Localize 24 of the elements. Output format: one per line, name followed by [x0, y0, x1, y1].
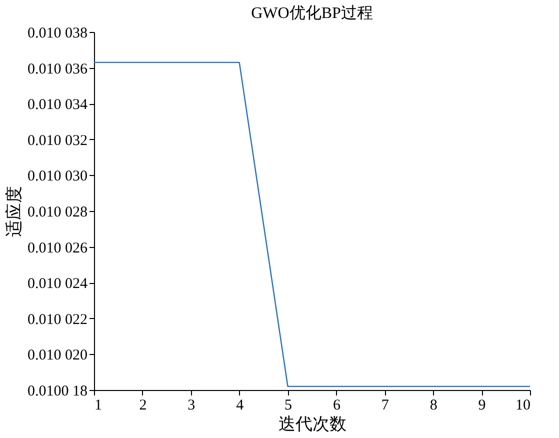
x-tick-label: 1	[94, 398, 102, 414]
x-tick-label: 2	[139, 398, 147, 414]
y-tick-label: 0.010 032	[28, 132, 88, 149]
x-tick-label: 8	[430, 398, 438, 414]
x-tick-label: 7	[381, 398, 390, 414]
x-tick-label: 6	[332, 398, 341, 414]
y-tick-label: 0.010 028	[28, 204, 88, 220]
y-axis-title: 适应度	[4, 186, 24, 237]
x-tick-label: 3	[188, 398, 196, 414]
y-tick-label: 0.010 034	[28, 97, 88, 114]
x-tick-label: 9	[478, 398, 486, 414]
y-tick-label: 0.010 038	[28, 26, 88, 42]
y-tick-label: 0.010 020	[28, 348, 88, 364]
x-tick-label: 5	[284, 398, 292, 414]
chart-title: GWO优化BP过程	[251, 4, 373, 22]
y-tick-label: 0.010 022	[28, 312, 88, 328]
y-tick-label: 0.010 024	[28, 276, 88, 292]
y-tick-label: 0.0100 18	[28, 384, 88, 400]
x-tick-label: 10	[516, 398, 530, 414]
x-axis-title: 迭代次数	[278, 414, 346, 434]
x-tick-label: 4	[236, 398, 244, 414]
y-tick-label: 0.010 030	[28, 168, 88, 185]
y-tick-label: 0.010 036	[28, 61, 88, 78]
y-tick-label: 0.010 026	[28, 240, 88, 256]
